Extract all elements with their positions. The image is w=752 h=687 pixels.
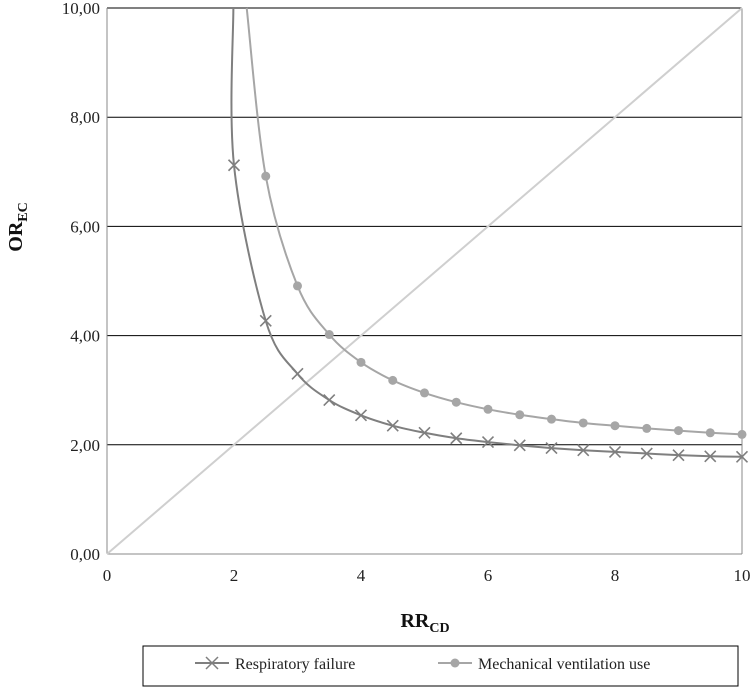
data-point-mechanical-ventilation [261,171,271,181]
y-tick-label: 10,00 [62,0,100,18]
tick-labels: 0,00 2,00 4,00 6,00 8,00 10,00 0 2 4 6 8 10 [62,0,751,585]
x-tick-label: 8 [611,566,620,585]
x-tick-label: 6 [484,566,493,585]
legend-item-respiratory-failure: Respiratory failure [195,656,355,673]
x-tick-label: 2 [230,566,239,585]
data-point-mechanical-ventilation [451,397,461,407]
series-line-respiratory-failure [230,7,743,458]
data-point-mechanical-ventilation [483,404,493,414]
data-point-respiratory-failure [450,432,463,445]
legend-x-marker-icon [205,656,219,670]
data-point-mechanical-ventilation [515,410,525,420]
data-point-mechanical-ventilation [547,414,556,424]
y-tick-label: 0,00 [70,545,100,564]
data-point-respiratory-failure [704,450,717,463]
data-point-respiratory-failure [323,393,336,407]
data-point-mechanical-ventilation [705,428,715,438]
data-point-respiratory-failure [354,409,368,422]
x-tick-label: 0 [103,566,112,585]
data-point-mechanical-ventilation [674,426,683,436]
data-point-mechanical-ventilation [324,330,334,340]
data-point-respiratory-failure [291,367,304,380]
x-tick-label: 10 [734,566,751,585]
data-point-respiratory-failure [672,449,685,462]
data-point-respiratory-failure [227,159,241,172]
x-axis-title: RRCD [400,610,449,636]
y-tick-label: 4,00 [70,327,100,346]
legend-item-mechanical-ventilation: Mechanical ventilation use [438,656,650,673]
y-axis-title-sub: EC [16,202,31,221]
y-tick-label: 6,00 [70,217,100,236]
data-point-respiratory-failure [386,419,399,432]
x-axis-title-sub: CD [429,621,449,636]
data-point-respiratory-failure [481,436,495,449]
legend: Respiratory failure Mechanical ventilati… [142,645,739,687]
data-point-respiratory-failure [259,314,272,327]
data-point-respiratory-failure [608,445,622,458]
data-point-respiratory-failure [513,439,526,452]
data-point-mechanical-ventilation [388,375,398,385]
reference-line-layer [106,7,743,555]
legend-circle-marker-icon [450,658,460,668]
x-axis-title-main: RR [400,610,429,632]
y-tick-label: 8,00 [70,108,100,127]
legend-box [142,645,739,687]
data-point-respiratory-failure [640,447,653,460]
data-point-respiratory-failure [545,442,558,455]
data-point-mechanical-ventilation [356,357,366,367]
data-point-mechanical-ventilation [610,421,620,431]
x-tick-label: 4 [357,566,366,585]
data-point-mechanical-ventilation [642,423,652,433]
legend-label: Respiratory failure [235,656,355,673]
y-axis-title-main: OR [5,221,27,252]
reference-line [106,7,743,555]
data-point-respiratory-failure [577,444,590,457]
data-point-mechanical-ventilation [737,429,747,439]
data-point-mechanical-ventilation [293,281,302,291]
legend-label: Mechanical ventilation use [478,656,650,673]
series-layer [227,7,749,463]
data-point-respiratory-failure [735,450,749,463]
data-point-mechanical-ventilation [578,418,588,428]
y-axis-title: OREC [5,202,31,251]
data-point-respiratory-failure [418,426,431,439]
y-tick-label: 2,00 [70,436,100,455]
data-point-mechanical-ventilation [420,388,429,398]
gridlines [107,7,742,446]
axes [106,8,743,555]
